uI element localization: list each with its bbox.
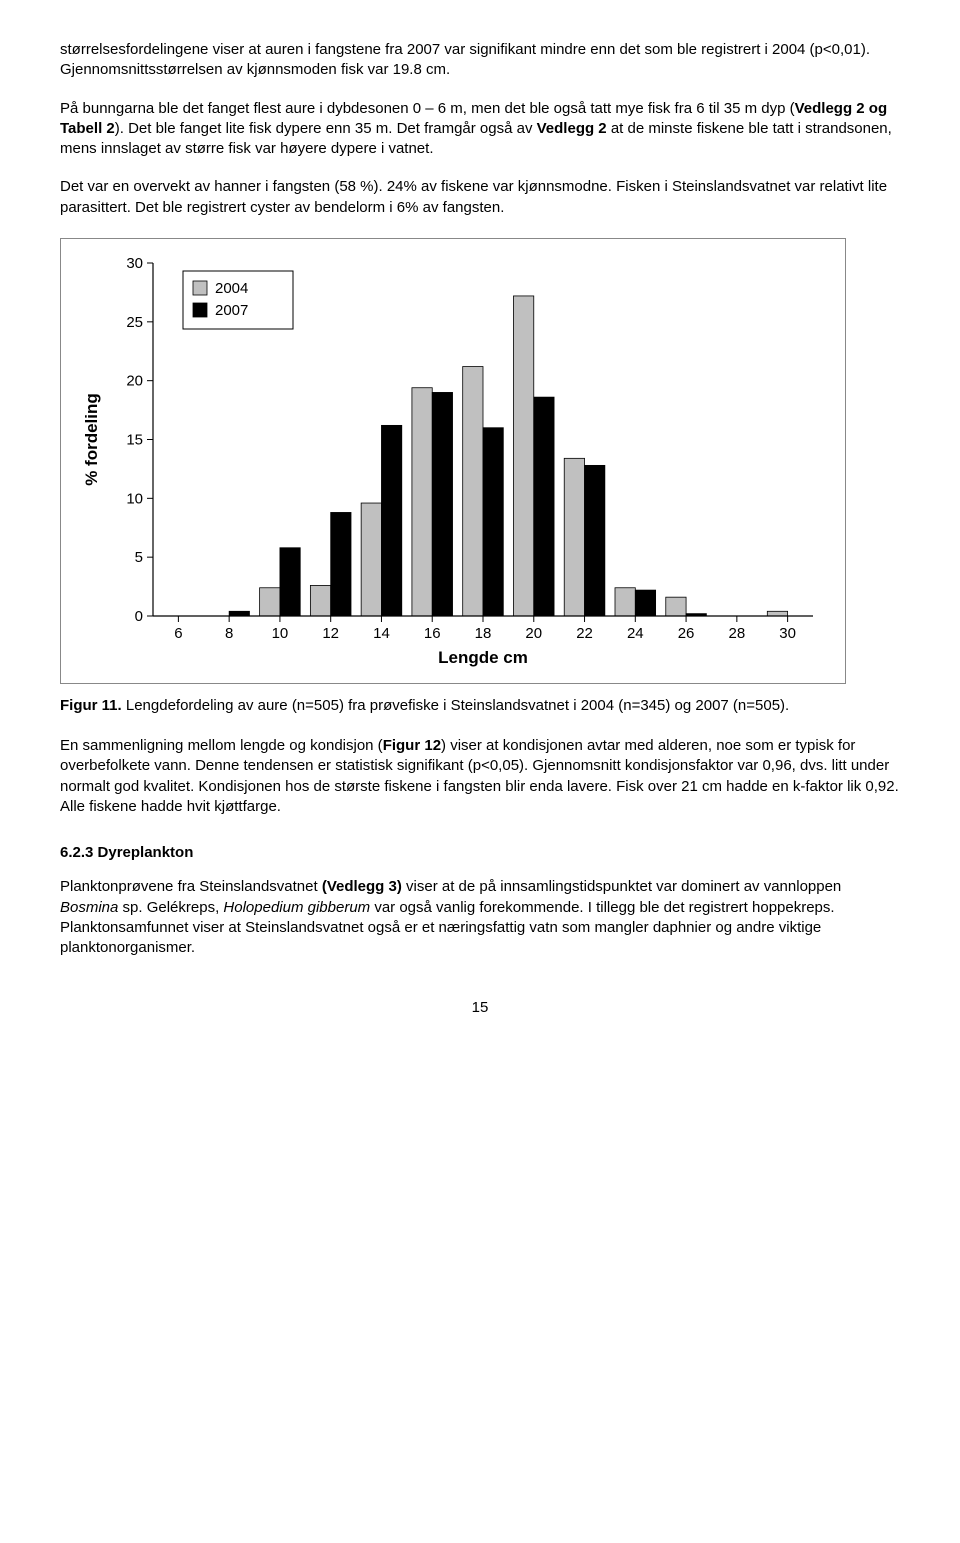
- svg-text:20: 20: [126, 372, 143, 389]
- paragraph-2: På bunngarna ble det fanget flest aure i…: [60, 99, 900, 160]
- svg-text:5: 5: [135, 549, 143, 566]
- text: sp. Gelékreps,: [118, 899, 223, 916]
- figure-caption: Figur 11. Lengdefordeling av aure (n=505…: [60, 696, 900, 716]
- paragraph-5: Planktonprøvene fra Steinslandsvatnet (V…: [60, 877, 900, 958]
- svg-text:16: 16: [424, 625, 441, 642]
- svg-text:10: 10: [272, 625, 289, 642]
- caption-text: Lengdefordeling av aure (n=505) fra prøv…: [122, 697, 790, 714]
- svg-text:2007: 2007: [215, 302, 248, 319]
- svg-text:15: 15: [126, 431, 143, 448]
- svg-text:30: 30: [126, 255, 143, 272]
- species-bosmina: Bosmina: [60, 899, 118, 916]
- chart-svg: 0 5 10 15 20 25 30 6 8 10 12 14 16 18 20 22 24 26 28 30 Leng…: [73, 251, 833, 671]
- svg-text:0: 0: [135, 608, 143, 625]
- text: Planktonprøvene fra Steinslandsvatnet: [60, 878, 322, 895]
- svg-text:% fordeling: % fordeling: [82, 393, 101, 486]
- svg-text:10: 10: [126, 490, 143, 507]
- svg-text:18: 18: [475, 625, 492, 642]
- svg-text:25: 25: [126, 314, 143, 331]
- svg-text:26: 26: [678, 625, 695, 642]
- figure-number: Figur 11.: [60, 697, 122, 714]
- svg-text:8: 8: [225, 625, 233, 642]
- svg-text:30: 30: [779, 625, 796, 642]
- svg-text:22: 22: [576, 625, 593, 642]
- species-holopedium: Holopedium gibberum: [223, 899, 370, 916]
- svg-text:Lengde cm: Lengde cm: [438, 648, 528, 667]
- text: En sammenligning mellom lengde og kondis…: [60, 737, 383, 754]
- svg-text:6: 6: [174, 625, 182, 642]
- text: viser at de på innsamlingstidspunktet va…: [402, 878, 841, 895]
- svg-text:28: 28: [729, 625, 746, 642]
- paragraph-1: størrelsesfordelingene viser at auren i …: [60, 40, 900, 81]
- svg-text:12: 12: [322, 625, 339, 642]
- text: ). Det ble fanget lite fisk dypere enn 3…: [115, 120, 537, 137]
- page-number: 15: [60, 998, 900, 1018]
- ref-figur12: Figur 12: [383, 737, 441, 754]
- ref-vedlegg2: Vedlegg 2: [537, 120, 607, 137]
- section-heading: 6.2.3 Dyreplankton: [60, 843, 900, 863]
- ref-vedlegg3: (Vedlegg 3): [322, 878, 402, 895]
- svg-text:20: 20: [525, 625, 542, 642]
- paragraph-3: Det var en overvekt av hanner i fangsten…: [60, 177, 900, 218]
- paragraph-4: En sammenligning mellom lengde og kondis…: [60, 736, 900, 817]
- text: På bunngarna ble det fanget flest aure i…: [60, 100, 795, 117]
- svg-text:24: 24: [627, 625, 644, 642]
- svg-text:14: 14: [373, 625, 390, 642]
- svg-text:2004: 2004: [215, 280, 248, 297]
- length-distribution-chart: 0 5 10 15 20 25 30 6 8 10 12 14 16 18 20 22 24 26 28 30 Leng…: [60, 238, 846, 684]
